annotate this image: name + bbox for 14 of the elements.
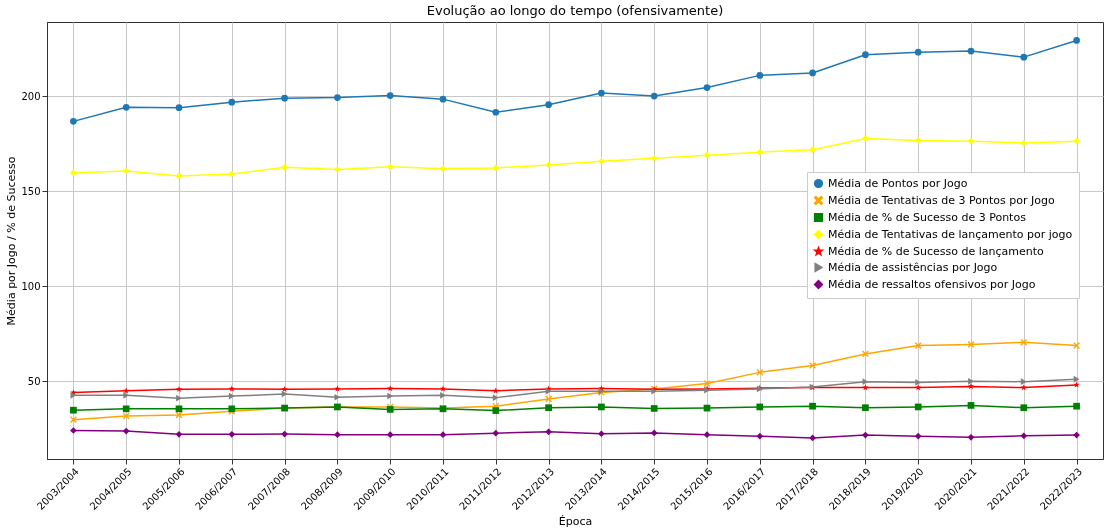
- y-axis-title: Média por Jogo / % de Sucesso: [5, 156, 19, 326]
- legend-label: Média de % de Sucesso de lançamento: [828, 244, 1045, 258]
- legend-label: Média de Pontos por Jogo: [828, 176, 968, 190]
- legend-label: Média de % de Sucesso de 3 Pontos: [828, 210, 1027, 224]
- y-tick-label: 50: [27, 375, 41, 387]
- x-axis-title: Época: [558, 514, 593, 528]
- y-tick-label: 200: [21, 90, 41, 102]
- y-tick-label: 150: [21, 185, 41, 197]
- legend-label: Média de Tentativas de 3 Pontos por Jogo: [828, 193, 1055, 207]
- y-tick-label: 100: [21, 280, 41, 292]
- legend-label: Média de Tentativas de lançamento por jogo: [828, 227, 1073, 241]
- chart-title: Evolução ao longo do tempo (ofensivamente): [426, 3, 724, 18]
- legend-label: Média de ressaltos ofensivos por Jogo: [828, 277, 1036, 291]
- legend-label: Média de assistências por Jogo: [828, 260, 998, 274]
